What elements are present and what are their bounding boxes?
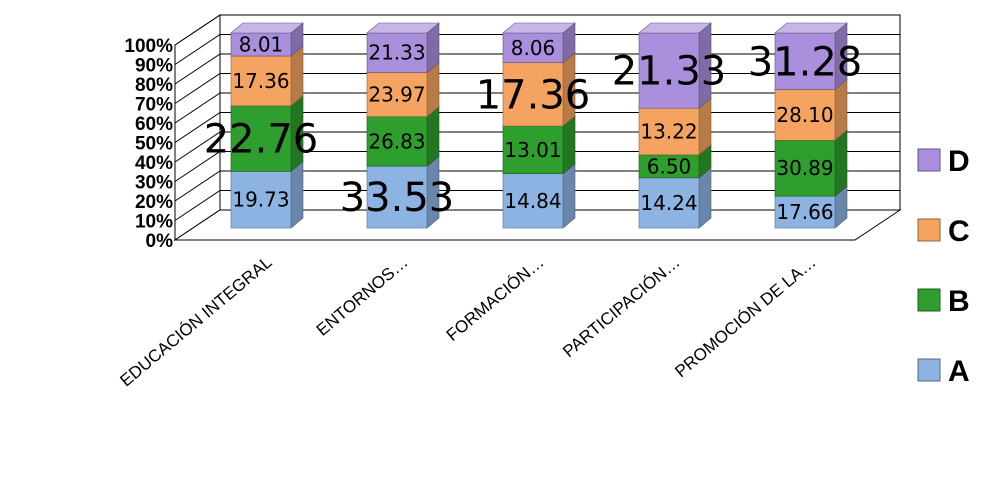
legend-item-b: B — [917, 285, 970, 318]
data-label: 31.28 — [748, 39, 863, 85]
bar-segment-b — [774, 129, 848, 197]
legend-label: B — [948, 285, 970, 318]
y-tick-label: 100% — [124, 36, 173, 57]
legend-swatch — [917, 358, 941, 382]
data-label: 22.76 — [204, 117, 319, 163]
bar-group — [638, 22, 712, 229]
data-label: 13.22 — [640, 120, 697, 144]
data-label: 19.73 — [232, 188, 289, 212]
data-label: 14.84 — [504, 189, 561, 213]
bar-segment-d — [230, 22, 304, 57]
y-tick-label: 80% — [135, 75, 173, 96]
bar-group — [366, 22, 440, 229]
data-label: 8.06 — [511, 36, 556, 60]
data-label: 33.53 — [340, 175, 455, 221]
legend-item-a: A — [917, 355, 970, 388]
category-label: PROMOCIÓN DE LA… — [671, 253, 819, 382]
data-label: 23.97 — [368, 82, 425, 106]
bar-segment-d — [638, 22, 712, 109]
data-label: 8.01 — [239, 33, 284, 57]
bar-group — [230, 22, 304, 229]
y-tick-label: 50% — [135, 134, 173, 155]
data-label: 17.36 — [232, 69, 289, 93]
data-label: 6.50 — [647, 154, 692, 178]
category-label: ENTORNOS… — [313, 253, 412, 340]
data-label: 21.33 — [368, 41, 425, 65]
bar-segment-d — [502, 22, 576, 64]
legend-item-d: D — [917, 145, 970, 178]
data-label: 28.10 — [776, 103, 833, 127]
y-tick-label: 30% — [135, 173, 173, 194]
category-label: EDUCACIÓN INTEGRAL — [116, 253, 275, 391]
data-label: 17.66 — [776, 200, 833, 224]
data-label: 17.36 — [476, 72, 591, 118]
bar-group — [774, 22, 848, 229]
data-label: 13.01 — [504, 138, 561, 162]
y-tick-label: 20% — [135, 192, 173, 213]
legend-swatch — [917, 218, 941, 242]
bar-segment-d — [366, 22, 440, 74]
legend-label: D — [948, 145, 970, 178]
y-tick-label: 60% — [135, 114, 173, 135]
data-label: 21.33 — [612, 49, 727, 95]
legend-swatch — [917, 288, 941, 312]
category-label: PARTICIPACIÓN… — [559, 253, 683, 362]
legend-swatch — [917, 148, 941, 172]
legend: D C B A — [917, 145, 970, 388]
legend-item-c: C — [917, 215, 970, 248]
y-tick-label: 70% — [135, 95, 173, 116]
bar-group — [502, 22, 576, 229]
data-label: 26.83 — [368, 129, 425, 153]
gridline — [174, 14, 900, 46]
y-tick-label: 40% — [135, 153, 173, 174]
bar-segment-d — [774, 22, 848, 91]
legend-label: A — [948, 355, 970, 388]
legend-label: C — [948, 215, 970, 248]
y-tick-label: 10% — [135, 212, 173, 233]
data-label: 14.24 — [640, 191, 697, 215]
y-tick-label: 0% — [146, 231, 174, 252]
category-label: FORMACIÓN… — [443, 253, 548, 345]
y-tick-label: 90% — [135, 56, 173, 77]
data-label: 30.89 — [776, 156, 833, 180]
